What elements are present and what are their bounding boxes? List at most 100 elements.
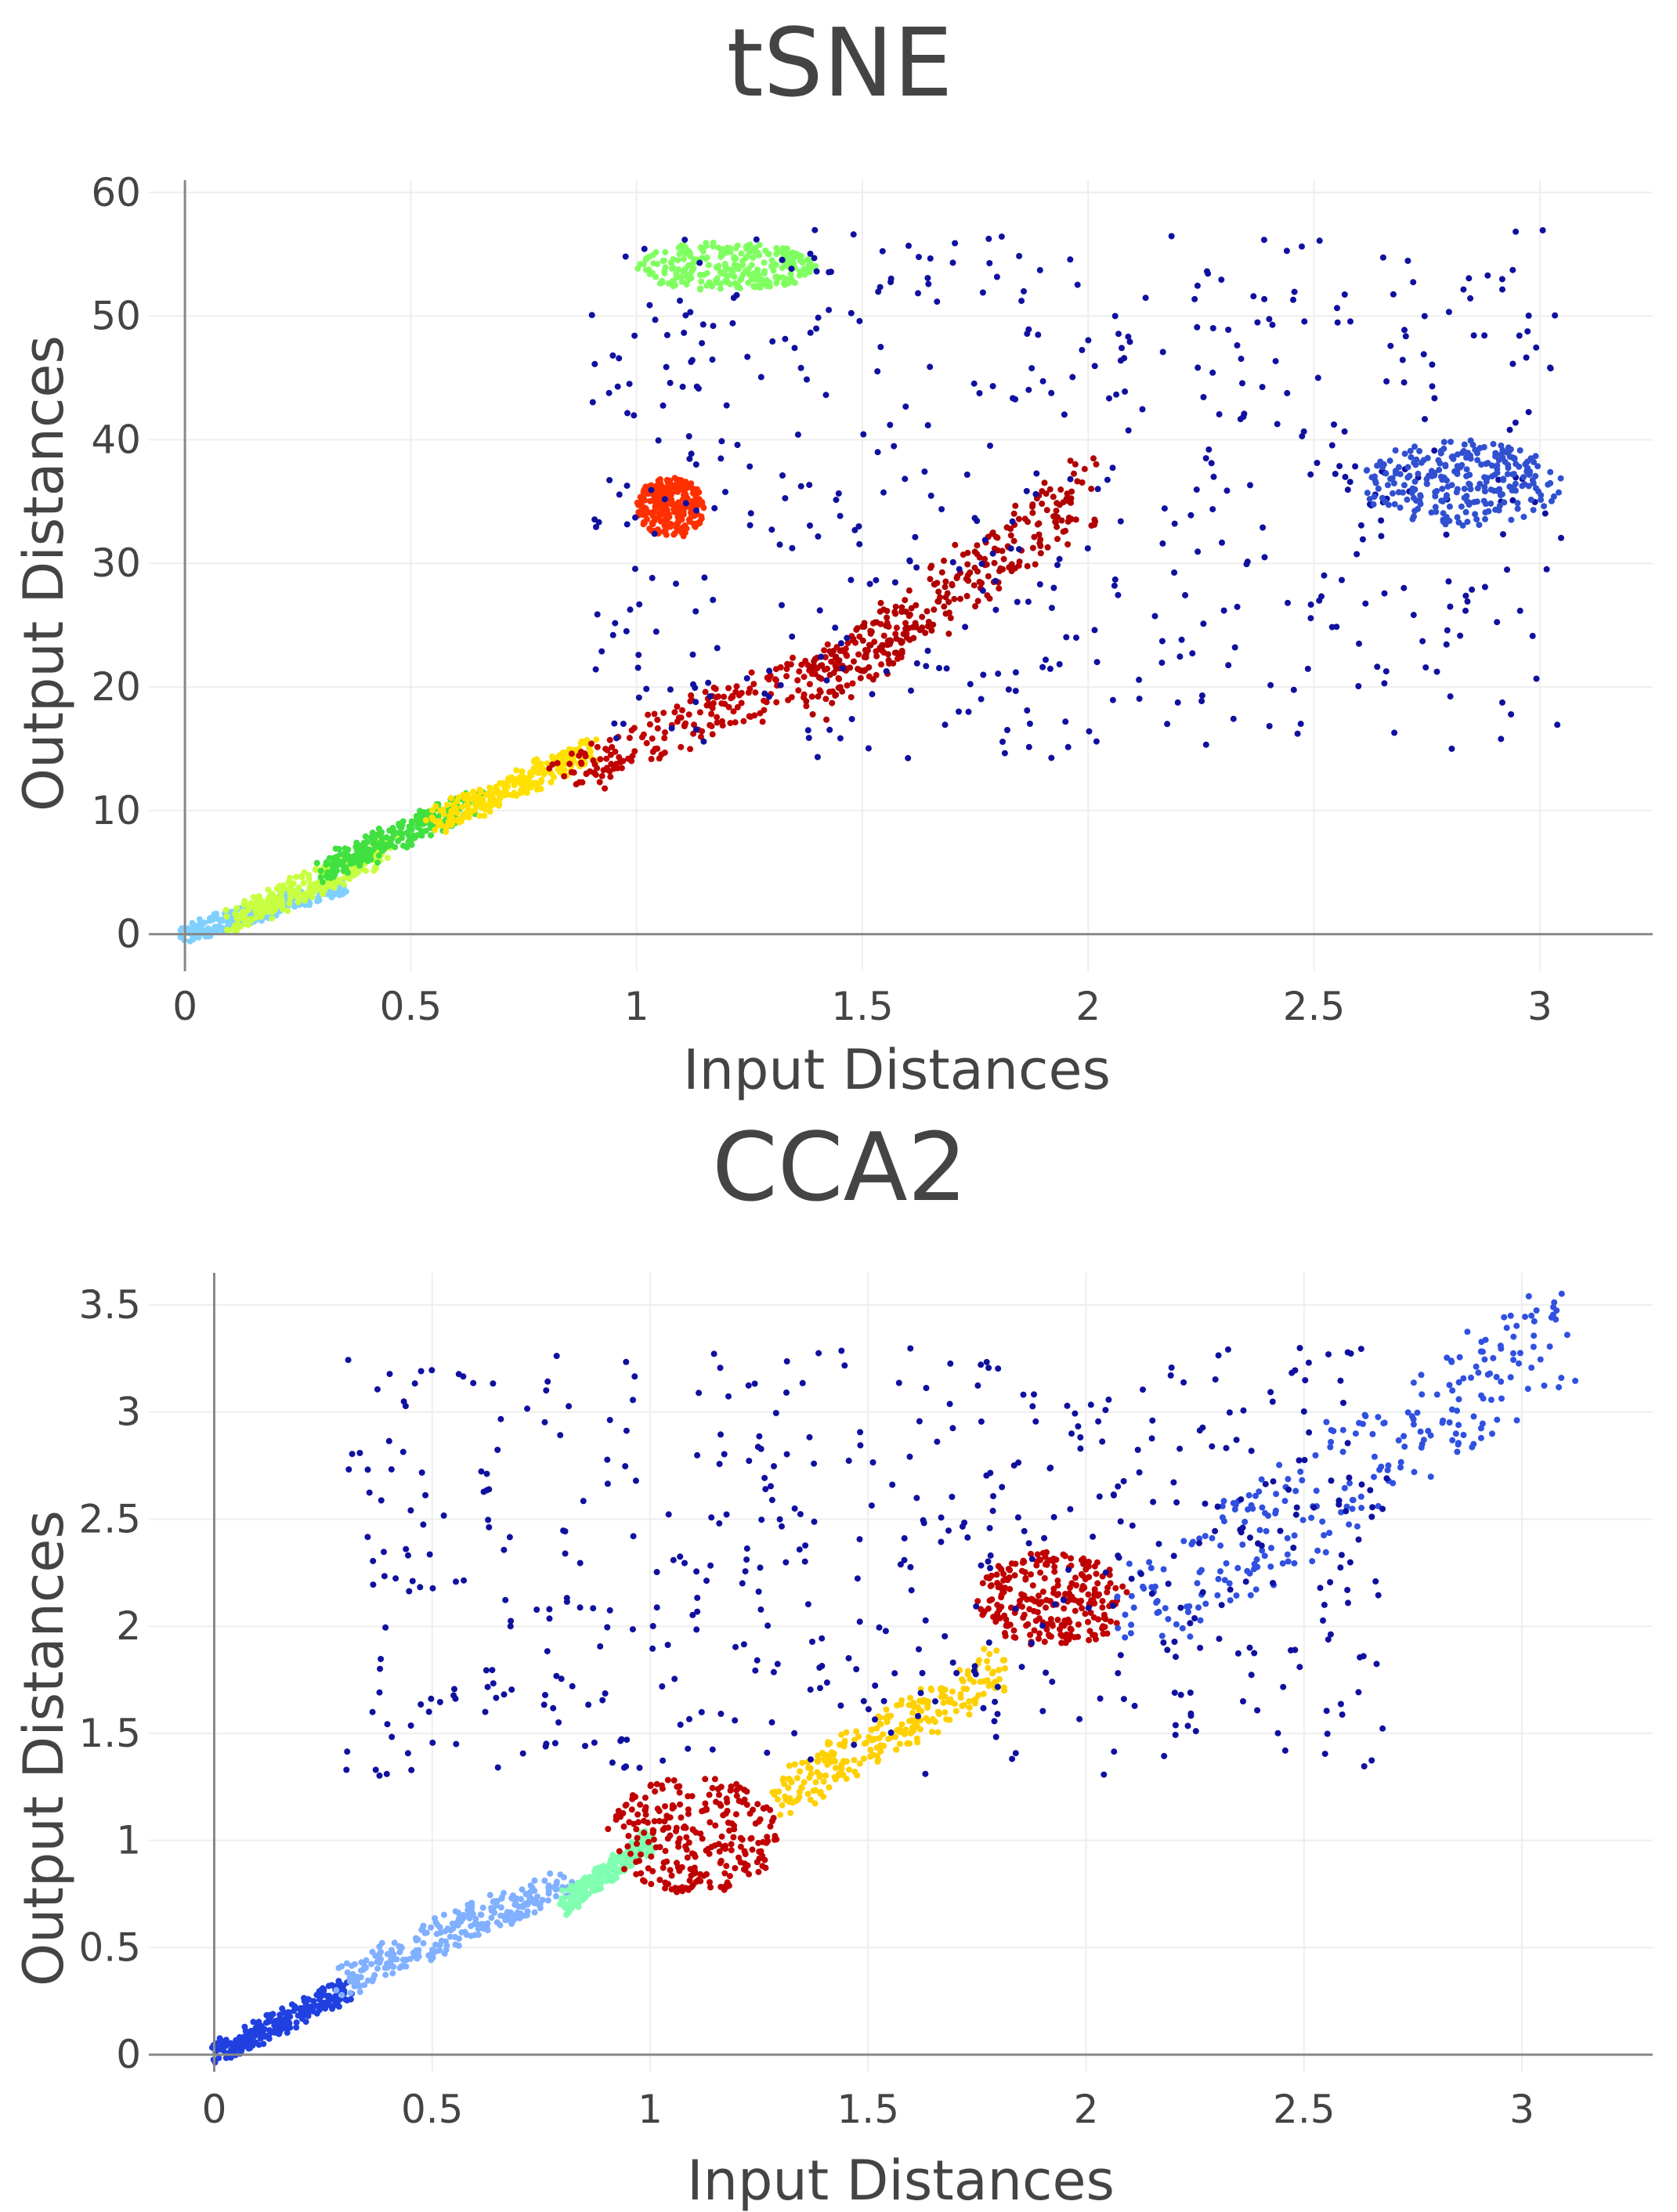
- scatter-point: [1437, 450, 1444, 457]
- scatter-point: [758, 278, 765, 285]
- scatter-point: [743, 1802, 750, 1809]
- scatter-point: [1198, 692, 1205, 699]
- scatter-point: [1234, 1564, 1241, 1571]
- scatter-point: [1215, 1352, 1222, 1359]
- scatter-point: [670, 264, 677, 271]
- scatter-point: [1054, 562, 1061, 569]
- scatter-point: [1111, 313, 1119, 320]
- scatter-point: [1067, 1625, 1074, 1632]
- scatter-point: [1139, 406, 1146, 413]
- scatter-point: [927, 576, 934, 583]
- scatter-point: [530, 765, 537, 772]
- scatter-point: [1455, 1440, 1462, 1447]
- scatter-point: [1531, 1332, 1538, 1339]
- scatter-point: [546, 1615, 553, 1622]
- scatter-point: [1357, 522, 1364, 529]
- scatter-point: [642, 266, 649, 273]
- scatter-point: [1205, 446, 1213, 453]
- scatter-point: [366, 1489, 373, 1496]
- scatter-point: [1326, 1530, 1333, 1536]
- scatter-point: [497, 1921, 504, 1928]
- scatter-point: [782, 495, 789, 502]
- scatter-point: [511, 779, 518, 786]
- scatter-point: [1290, 296, 1296, 303]
- scatter-point: [906, 1740, 913, 1747]
- scatter-point: [678, 743, 685, 750]
- scatter-point: [583, 770, 590, 777]
- scatter-point: [1267, 1389, 1274, 1396]
- scatter-point: [1180, 1379, 1187, 1386]
- scatter-point: [721, 1870, 728, 1877]
- scatter-point: [618, 764, 625, 772]
- scatter-point: [1509, 497, 1516, 504]
- scatter-point: [594, 611, 601, 618]
- scatter-point: [255, 2041, 262, 2048]
- scatter-point: [553, 1353, 560, 1360]
- scatter-point: [1366, 496, 1373, 503]
- scatter-point: [787, 253, 794, 260]
- scatter-point: [389, 835, 396, 842]
- scatter-point: [344, 1969, 351, 1976]
- scatter-point: [681, 329, 688, 336]
- scatter-point: [1464, 598, 1471, 605]
- scatter-point: [656, 1817, 663, 1824]
- scatter-point: [1284, 389, 1291, 396]
- scatter-point: [801, 674, 808, 681]
- scatter-point: [313, 859, 320, 866]
- scatter-point: [919, 624, 926, 631]
- scatter-point: [1372, 479, 1379, 486]
- scatter-point: [1120, 1696, 1127, 1703]
- scatter-point: [975, 1692, 982, 1699]
- scatter-point: [1035, 531, 1043, 538]
- scatter-point: [1390, 490, 1396, 497]
- scatter-point: [825, 1739, 832, 1746]
- scatter-point: [908, 1587, 915, 1594]
- scatter-point: [1304, 665, 1311, 672]
- scatter-point: [786, 260, 793, 267]
- scatter-point: [949, 558, 956, 566]
- scatter-point: [1475, 1369, 1482, 1376]
- scatter-point: [1053, 508, 1060, 515]
- scatter-point: [1362, 600, 1369, 607]
- scatter-point: [541, 1878, 548, 1884]
- scatter-point: [576, 1604, 584, 1611]
- scatter-point: [1443, 531, 1450, 538]
- scatter-point: [1209, 1443, 1216, 1450]
- scatter-point: [1437, 460, 1444, 467]
- scatter-point: [658, 751, 665, 758]
- scatter-point: [1392, 470, 1399, 477]
- scatter-point: [378, 1656, 385, 1662]
- scatter-point: [787, 661, 794, 668]
- scatter-point: [1533, 1307, 1540, 1314]
- scatter-point: [1512, 419, 1519, 426]
- scatter-point: [1285, 599, 1291, 606]
- scatter-point: [885, 1714, 892, 1721]
- scatter-point: [1558, 534, 1564, 541]
- scatter-point: [1122, 1634, 1129, 1641]
- scatter-point: [1494, 1416, 1501, 1423]
- scatter-point: [856, 1760, 863, 1767]
- scatter-point: [911, 1720, 918, 1727]
- scatter-point: [662, 1879, 669, 1886]
- scatter-point: [540, 765, 547, 772]
- scatter-point: [990, 1493, 996, 1500]
- scatter-point: [343, 1960, 350, 1967]
- scatter-point: [1029, 503, 1035, 510]
- scatter-point: [270, 895, 277, 902]
- scatter-point: [251, 903, 257, 910]
- scatter-point: [758, 1516, 765, 1523]
- scatter-point: [1383, 378, 1390, 385]
- scatter-point: [1209, 506, 1216, 513]
- scatter-point: [684, 1854, 691, 1861]
- scatter-point: [1227, 1597, 1234, 1604]
- scatter-point: [928, 627, 935, 634]
- scatter-point: [992, 1679, 999, 1686]
- scatter-point: [1067, 1505, 1074, 1513]
- scatter-point: [638, 508, 645, 515]
- scatter-point: [823, 716, 830, 723]
- scatter-point: [1046, 486, 1054, 493]
- scatter-point: [1514, 500, 1521, 507]
- scatter-point: [866, 642, 873, 649]
- scatter-point: [1473, 1363, 1480, 1370]
- scatter-point: [389, 1733, 396, 1740]
